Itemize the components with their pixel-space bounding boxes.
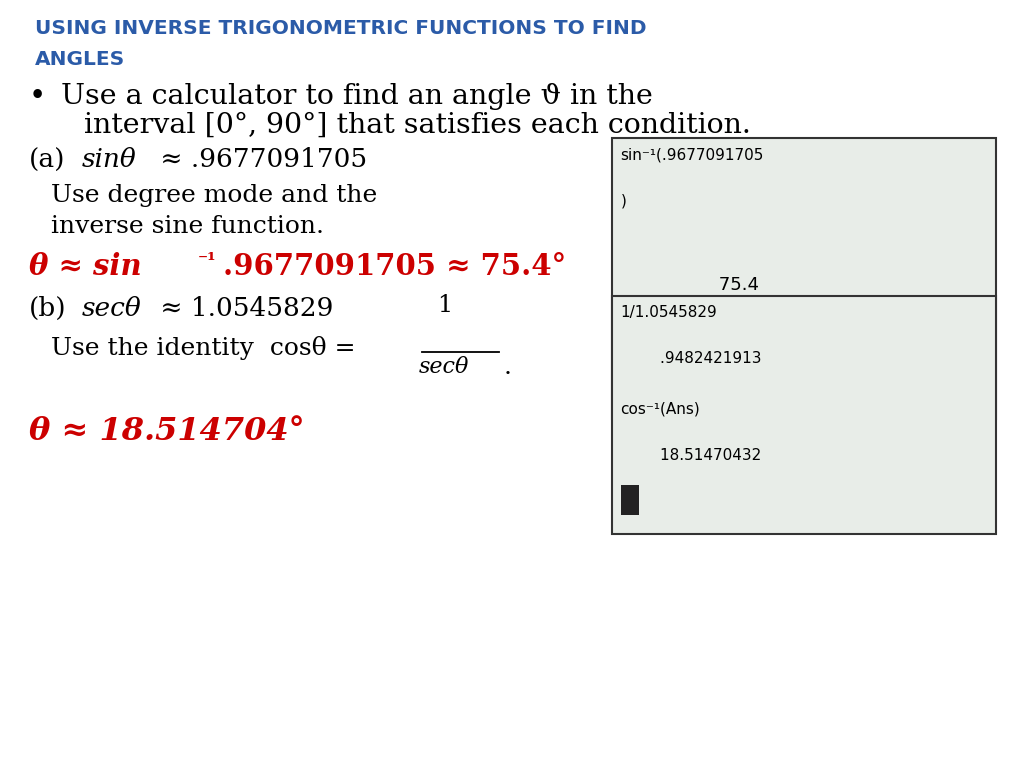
- Text: .: .: [504, 356, 512, 379]
- Text: (a): (a): [29, 147, 66, 173]
- Text: ≈ .9677091705: ≈ .9677091705: [152, 147, 367, 173]
- Text: sin⁻¹(.9677091705: sin⁻¹(.9677091705: [621, 147, 764, 163]
- Text: (b): (b): [29, 296, 67, 321]
- Text: ⁻¹: ⁻¹: [198, 252, 216, 270]
- Text: 75.4: 75.4: [621, 276, 759, 294]
- Text: Use a calculator to find an angle ϑ in the: Use a calculator to find an angle ϑ in t…: [61, 83, 653, 110]
- Text: interval [0°, 90°] that satisfies each condition.: interval [0°, 90°] that satisfies each c…: [84, 111, 751, 138]
- Text: Use the identity  cosθ =: Use the identity cosθ =: [51, 336, 355, 359]
- Text: .9482421913: .9482421913: [621, 351, 761, 366]
- Text: .9677091705 ≈ 75.4°: .9677091705 ≈ 75.4°: [223, 252, 566, 281]
- Text: •: •: [29, 83, 46, 111]
- Text: ): ): [621, 194, 627, 209]
- FancyBboxPatch shape: [612, 296, 996, 534]
- Text: USING INVERSE TRIGONOMETRIC FUNCTIONS TO FIND: USING INVERSE TRIGONOMETRIC FUNCTIONS TO…: [35, 19, 646, 38]
- Text: secθ: secθ: [82, 296, 141, 321]
- Text: 18.51470432: 18.51470432: [621, 448, 761, 463]
- Text: 1/1.0545829: 1/1.0545829: [621, 305, 717, 320]
- Text: θ ≈ sin: θ ≈ sin: [29, 252, 141, 281]
- Text: ≈ 1.0545829: ≈ 1.0545829: [152, 296, 333, 321]
- FancyBboxPatch shape: [621, 485, 639, 515]
- FancyBboxPatch shape: [612, 138, 996, 419]
- Text: inverse sine function.: inverse sine function.: [51, 215, 325, 238]
- Text: secθ: secθ: [419, 356, 470, 378]
- Text: Use degree mode and the: Use degree mode and the: [51, 184, 378, 207]
- Text: 1: 1: [437, 294, 452, 317]
- Text: cos⁻¹(Ans): cos⁻¹(Ans): [621, 402, 700, 417]
- Text: θ ≈ 18.514704°: θ ≈ 18.514704°: [29, 416, 304, 447]
- Text: ANGLES: ANGLES: [35, 50, 125, 69]
- Text: sinθ: sinθ: [82, 147, 136, 173]
